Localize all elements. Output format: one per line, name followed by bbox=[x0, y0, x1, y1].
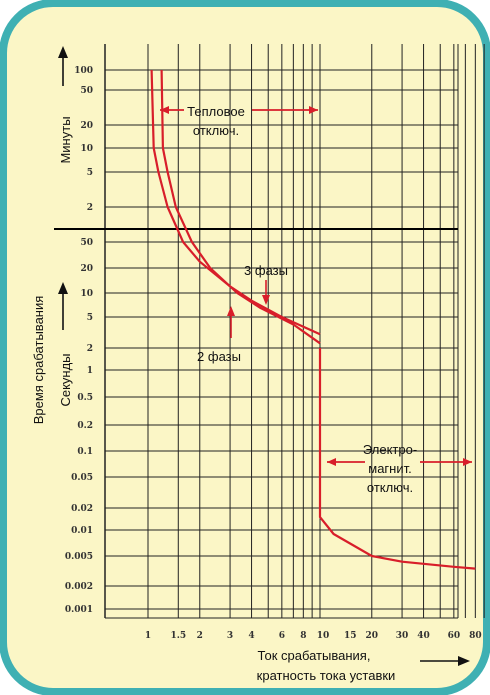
y-tick-label-seconds: 0.05 bbox=[71, 473, 93, 483]
grid-layer bbox=[54, 44, 485, 619]
x-tick-label: 4 bbox=[248, 631, 254, 641]
annotation-arrows bbox=[160, 106, 472, 466]
x-tick-label: 15 bbox=[344, 631, 357, 641]
electromagnetic-arrow-left-head bbox=[327, 458, 336, 466]
y-tick-label-seconds: 0.002 bbox=[65, 582, 93, 592]
y-tick-label-seconds: 5 bbox=[87, 313, 93, 323]
y-tick-label-minutes: 2 bbox=[87, 203, 93, 213]
electromagnetic-label-1: Электро- bbox=[363, 442, 417, 457]
y-tick-label-minutes: 10 bbox=[80, 144, 93, 154]
three-phase-pointer-head bbox=[262, 295, 270, 305]
y-tick-label-seconds: 20 bbox=[80, 264, 93, 274]
y-axis-minutes-label: Минуты bbox=[58, 116, 73, 163]
y-tick-label-seconds: 10 bbox=[80, 289, 93, 299]
thermal-arrow-left-head bbox=[160, 106, 169, 114]
y-axis-seconds-label: Секунды bbox=[58, 353, 73, 406]
x-tick-label: 6 bbox=[279, 631, 285, 641]
x-tick-label: 10 bbox=[317, 631, 330, 641]
x-axis-label-line2: кратность тока уставки bbox=[257, 668, 396, 683]
y-tick-label-seconds: 1 bbox=[87, 366, 93, 376]
thermal-label-2: отключ. bbox=[193, 123, 239, 138]
series-curve-3 bbox=[318, 348, 476, 570]
y-tick-label-seconds: 0.005 bbox=[65, 552, 93, 562]
y-tick-label-minutes: 50 bbox=[80, 86, 93, 96]
y-tick-label-seconds: 50 bbox=[80, 238, 93, 248]
y-tick-label-seconds: 0.2 bbox=[77, 421, 93, 431]
y-up-arrow-seconds bbox=[58, 282, 68, 330]
y-axis-main-label: Время срабатывания bbox=[31, 296, 46, 425]
electromagnetic-label-2: магнит. bbox=[368, 461, 411, 476]
x-right-arrow bbox=[420, 656, 470, 666]
thermal-label-1: Тепловое bbox=[187, 104, 245, 119]
y-tick-label-seconds: 0.1 bbox=[77, 447, 93, 457]
x-tick-label: 8 bbox=[300, 631, 306, 641]
x-tick-label: 40 bbox=[417, 631, 430, 641]
y-tick-label-seconds: 0.5 bbox=[77, 393, 93, 403]
x-tick-label: 80 bbox=[469, 631, 482, 641]
y-tick-label-seconds: 0.01 bbox=[71, 526, 93, 536]
x-tick-label: 60 bbox=[448, 631, 461, 641]
y-tick-label-minutes: 100 bbox=[74, 66, 93, 76]
x-tick-label: 3 bbox=[227, 631, 233, 641]
x-tick-label: 1 bbox=[145, 631, 151, 641]
x-tick-label: 30 bbox=[396, 631, 409, 641]
y-up-arrow-top bbox=[58, 46, 68, 86]
y-tick-label-seconds: 0.001 bbox=[65, 605, 93, 615]
x-tick-label: 1.5 bbox=[170, 631, 186, 641]
tick-layer: 100 50 20 10 5 2 50 20 10 5 2 1 0.5 0.2 0.1 0.05 0.02 0.0… bbox=[65, 66, 482, 641]
x-tick-label: 2 bbox=[197, 631, 203, 641]
series-curve-1 bbox=[150, 69, 321, 336]
three-phase-label: 3 фазы bbox=[244, 263, 288, 278]
y-tick-label-seconds: 0.02 bbox=[71, 504, 93, 514]
x-axis-label-line1: Ток срабатывания, bbox=[258, 648, 371, 663]
two-phase-pointer-head bbox=[227, 306, 235, 316]
y-tick-label-seconds: 2 bbox=[87, 344, 93, 354]
electromagnetic-label-3: отключ. bbox=[367, 480, 413, 495]
y-tick-label-minutes: 5 bbox=[87, 168, 93, 178]
y-tick-label-minutes: 20 bbox=[80, 121, 93, 131]
electromagnetic-arrow-right-head bbox=[463, 458, 472, 466]
series-layer bbox=[150, 69, 476, 570]
two-phase-label: 2 фазы bbox=[197, 349, 241, 364]
x-tick-label: 20 bbox=[366, 631, 379, 641]
thermal-arrow-right-head bbox=[309, 106, 318, 114]
series-curve-2 bbox=[160, 69, 321, 345]
